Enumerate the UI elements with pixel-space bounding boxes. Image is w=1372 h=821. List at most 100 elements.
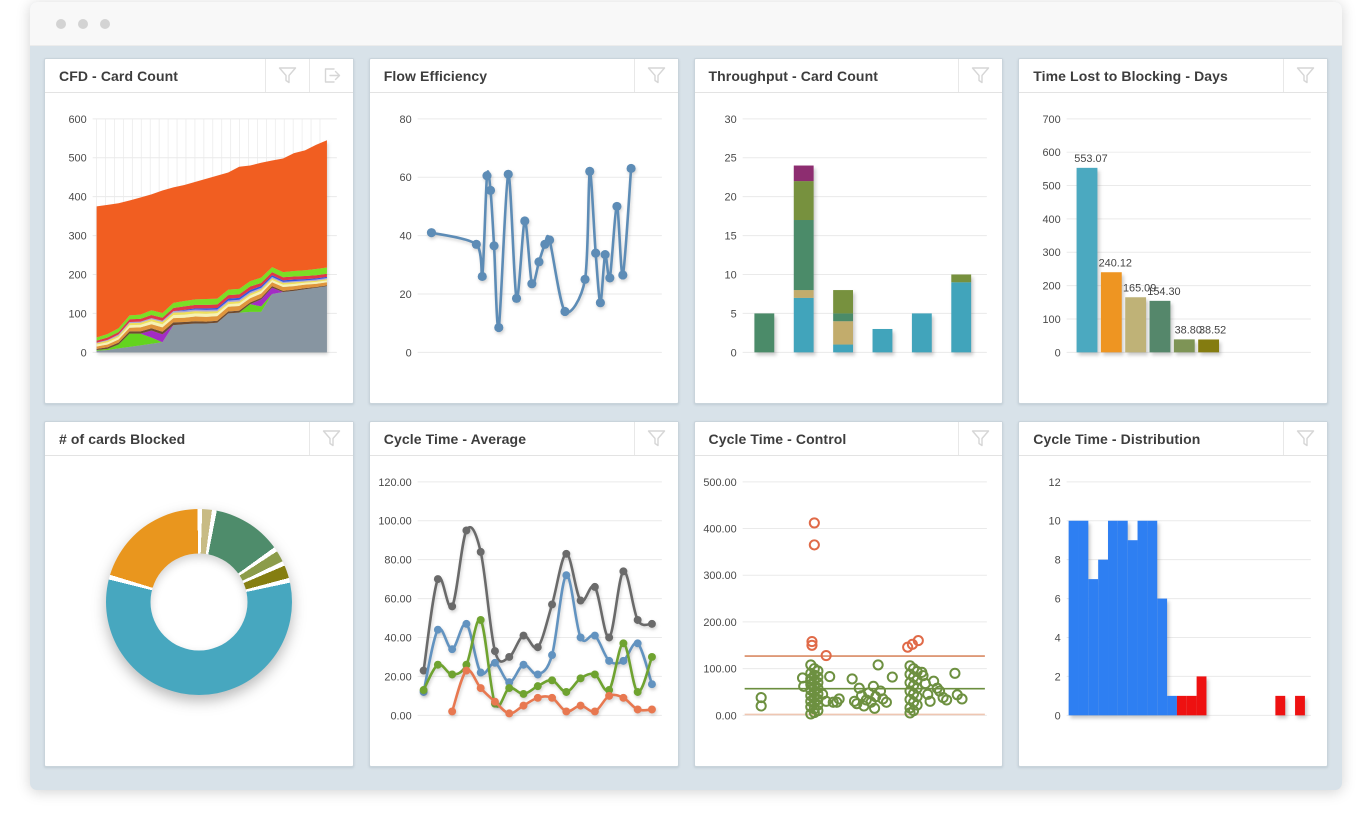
filter-button[interactable] — [1283, 422, 1327, 455]
svg-text:100.00: 100.00 — [703, 664, 736, 676]
dashboard-window: CFD - Card Count 0 100 200 300 400 500 600 Flo… — [30, 2, 1342, 790]
filter-icon — [647, 430, 665, 447]
panel-of-cards-blocked: # of cards Blocked — [44, 421, 354, 767]
svg-text:0: 0 — [1055, 710, 1061, 722]
stacked-area-chart[interactable]: 0 100 200 300 400 500 600 — [45, 93, 353, 403]
multi-line-svg[interactable]: 0.00 20.00 40.00 60.00 80.00 100.00 120.00 — [370, 456, 678, 766]
svg-text:80: 80 — [399, 114, 411, 126]
svg-text:0: 0 — [730, 347, 736, 359]
filter-button[interactable] — [958, 422, 1003, 455]
panel-title: Cycle Time - Average — [383, 430, 527, 447]
svg-text:300: 300 — [1043, 247, 1061, 259]
svg-text:400.00: 400.00 — [703, 524, 736, 536]
svg-text:5: 5 — [730, 308, 736, 320]
filter-icon — [1296, 67, 1315, 84]
svg-text:500: 500 — [1043, 181, 1061, 193]
multi-line-chart[interactable]: 0.00 20.00 40.00 60.00 80.00 100.00 120.00 — [370, 456, 678, 766]
svg-text:0.00: 0.00 — [390, 710, 411, 722]
svg-text:38.80: 38.80 — [1175, 324, 1202, 336]
filter-button[interactable] — [264, 59, 309, 92]
panel-cycle-time-average: Cycle Time - Average 0.00 20.00 40.00 60.00… — [368, 421, 679, 767]
panel-header: Cycle Time - Control — [694, 422, 1003, 456]
control-scatter-chart[interactable]: 0.00 100.00 200.00 300.00 400.00 500.00 — [695, 456, 1003, 766]
svg-text:400: 400 — [68, 192, 86, 204]
panel-header: Cycle Time - Distribution — [1019, 422, 1327, 456]
svg-text:500.00: 500.00 — [703, 477, 736, 489]
panel-title: CFD - Card Count — [59, 67, 179, 84]
svg-text:200: 200 — [1043, 281, 1061, 293]
filter-button[interactable] — [633, 422, 678, 455]
control-scatter-svg[interactable]: 0.00 100.00 200.00 300.00 400.00 500.00 — [695, 456, 1003, 766]
svg-text:100: 100 — [1043, 314, 1061, 326]
svg-text:38.52: 38.52 — [1199, 325, 1226, 337]
filter-icon — [322, 430, 340, 447]
svg-text:240.12: 240.12 — [1099, 257, 1132, 269]
svg-text:60: 60 — [399, 172, 411, 184]
panel-flow-efficiency: Flow Efficiency 0 20 40 60 80 — [368, 58, 679, 404]
svg-text:300.00: 300.00 — [703, 570, 736, 582]
panel-header: Flow Efficiency — [369, 59, 678, 93]
window-control-dot[interactable] — [100, 18, 110, 29]
svg-text:700: 700 — [1043, 114, 1061, 126]
svg-text:600: 600 — [1043, 147, 1061, 159]
svg-text:300: 300 — [68, 231, 86, 243]
panel-title: Cycle Time - Distribution — [1033, 430, 1201, 447]
svg-text:40: 40 — [399, 231, 411, 243]
donut-chart[interactable] — [45, 456, 353, 766]
svg-text:10: 10 — [1049, 516, 1061, 528]
panel-title: Throughput - Card Count — [708, 67, 878, 84]
panel-throughput-card-count: Throughput - Card Count 0 5 10 15 20 25 30 — [693, 58, 1004, 404]
svg-text:6: 6 — [1055, 594, 1061, 606]
filter-icon — [278, 67, 296, 84]
svg-text:400: 400 — [1043, 214, 1061, 226]
panel-header: Time Lost to Blocking - Days — [1019, 59, 1327, 93]
svg-text:2: 2 — [1055, 671, 1061, 683]
histogram-chart[interactable]: 0 2 4 6 8 10 12 — [1019, 456, 1327, 766]
export-button[interactable] — [308, 59, 353, 92]
svg-text:4: 4 — [1055, 632, 1061, 644]
svg-text:0: 0 — [81, 347, 87, 359]
bar-chart[interactable]: 0 100 200 300 400 500 600 700 553.07 240.12 165.09… — [1019, 93, 1327, 403]
line-svg[interactable]: 0 20 40 60 80 — [370, 93, 678, 403]
filter-button[interactable] — [958, 59, 1003, 92]
filter-icon — [1296, 430, 1315, 447]
bar-svg[interactable]: 0 100 200 300 400 500 600 700 553.07 240.12 165.09… — [1019, 93, 1327, 403]
panel-time-lost-to-blocking-days: Time Lost to Blocking - Days 0 100 200 300 4… — [1018, 58, 1328, 404]
svg-text:20: 20 — [724, 192, 736, 204]
window-control-dot[interactable] — [78, 18, 88, 29]
blocked-cards-donut[interactable] — [105, 508, 292, 695]
donut-hole — [150, 553, 248, 651]
dashboard-grid: CFD - Card Count 0 100 200 300 400 500 600 Flo… — [30, 46, 1342, 787]
svg-text:80.00: 80.00 — [384, 555, 411, 567]
panel-cycle-time-control: Cycle Time - Control 0.00 100.00 200.00 300… — [693, 421, 1004, 767]
filter-icon — [972, 67, 990, 84]
svg-text:8: 8 — [1055, 555, 1061, 567]
filter-button[interactable] — [308, 422, 353, 455]
svg-text:120.00: 120.00 — [378, 477, 411, 489]
stacked-area-svg[interactable]: 0 100 200 300 400 500 600 — [45, 93, 353, 403]
histogram-svg[interactable]: 0 2 4 6 8 10 12 — [1019, 456, 1327, 766]
svg-text:0: 0 — [405, 347, 411, 359]
panel-header: # of cards Blocked — [45, 422, 353, 456]
panel-cfd-card-count: CFD - Card Count 0 100 200 300 400 500 600 — [44, 58, 354, 404]
panel-title: Cycle Time - Control — [708, 430, 847, 447]
filter-button[interactable] — [1283, 59, 1327, 92]
svg-text:10: 10 — [724, 269, 736, 281]
svg-text:553.07: 553.07 — [1075, 153, 1108, 165]
line-chart[interactable]: 0 20 40 60 80 — [370, 93, 678, 403]
stacked-bar-chart[interactable]: 0 5 10 15 20 25 30 — [695, 93, 1003, 403]
filter-icon — [647, 67, 665, 84]
svg-text:200.00: 200.00 — [703, 617, 736, 629]
window-titlebar — [30, 2, 1342, 46]
panel-title: # of cards Blocked — [59, 430, 186, 447]
svg-text:25: 25 — [724, 153, 736, 165]
svg-text:15: 15 — [724, 231, 736, 243]
filter-button[interactable] — [633, 59, 678, 92]
panel-header: CFD - Card Count — [45, 59, 353, 93]
svg-text:600: 600 — [68, 114, 86, 126]
svg-text:165.09: 165.09 — [1123, 282, 1156, 294]
window-control-dot[interactable] — [56, 18, 66, 29]
filter-icon — [972, 430, 990, 447]
panel-header: Cycle Time - Average — [369, 422, 678, 456]
stacked-bar-svg[interactable]: 0 5 10 15 20 25 30 — [695, 93, 1003, 403]
